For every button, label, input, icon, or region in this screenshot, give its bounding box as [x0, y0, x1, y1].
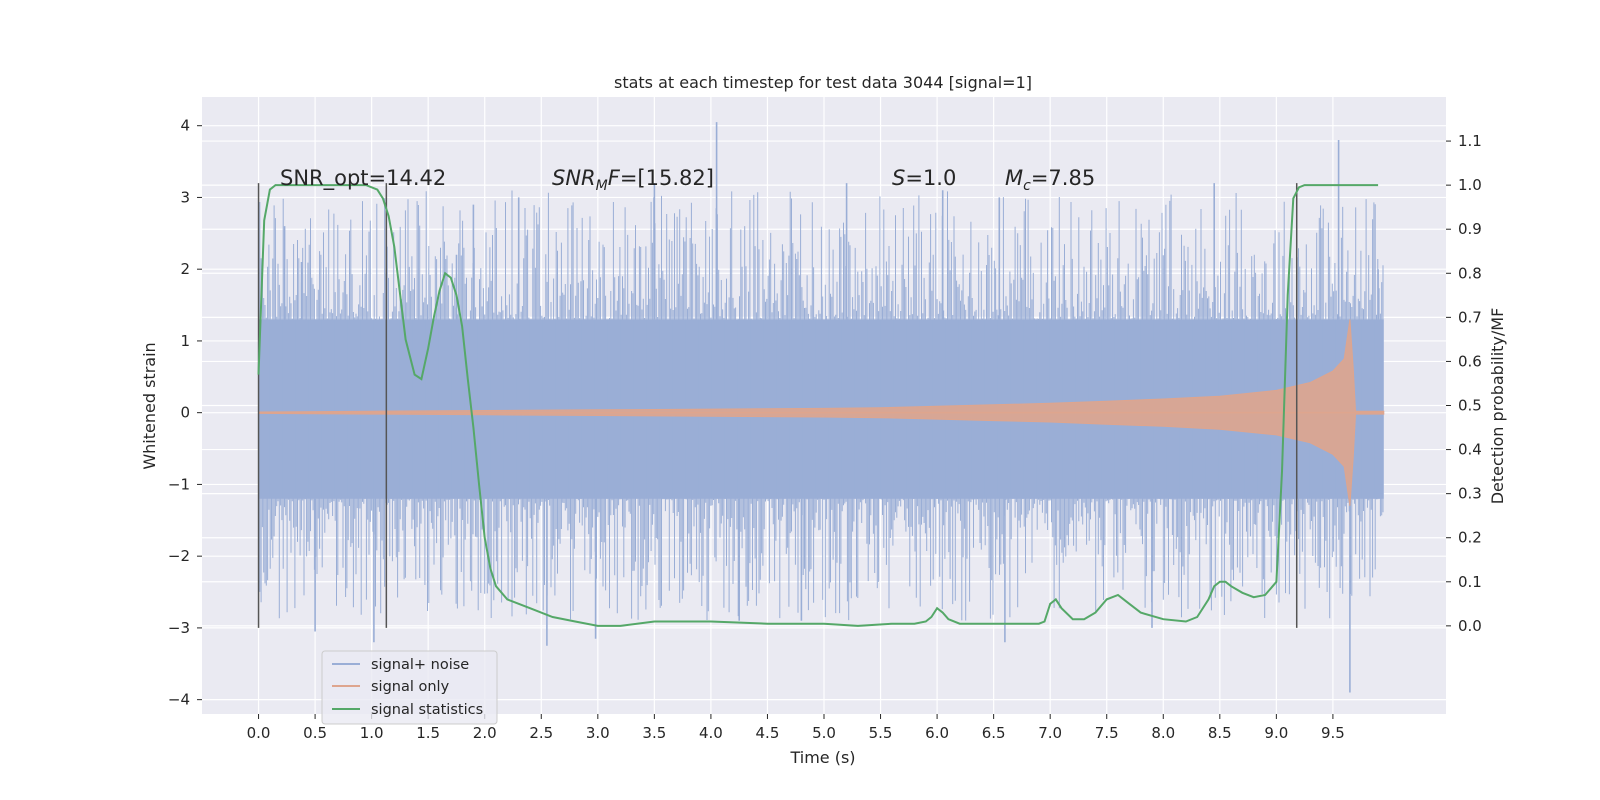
legend-label-noise: signal+ noise — [371, 657, 469, 673]
y2-tick-label: 0.1 — [1458, 573, 1482, 591]
legend-label-statistics: signal statistics — [371, 702, 483, 718]
x-tick-label: 3.5 — [642, 724, 666, 742]
snr-opt-annotation: SNR_opt=14.42 — [280, 166, 446, 191]
y-axis-label: Whitened strain — [140, 342, 159, 469]
x-tick-label: 0.5 — [303, 724, 327, 742]
statistics-line — [257, 184, 1379, 627]
x-tick-label: 4.0 — [699, 724, 723, 742]
x-axis-label: Time (s) — [789, 748, 855, 767]
y2-tick-label: 0.2 — [1458, 529, 1482, 547]
legend: signal+ noise signal only signal statist… — [321, 650, 498, 725]
y-tick-label: 2 — [180, 260, 190, 278]
y2-tick-label: 1.1 — [1458, 132, 1482, 150]
y2-tick-label: 0.8 — [1458, 264, 1482, 282]
y-tick-label: 1 — [180, 332, 190, 350]
statistics-series — [257, 184, 1379, 627]
y-tick-label: −1 — [168, 475, 190, 493]
x-axis-ticks: 0.0 0.5 1.0 1.5 2.0 2.5 3.0 3.5 4.0 4.5 5.0 5.5 6.0 6… — [247, 714, 1345, 742]
signal-series — [258, 319, 1385, 506]
s-annotation: S=1.0 — [892, 166, 956, 190]
y2-tick-label: 1.0 — [1458, 176, 1482, 194]
x-tick-label: 4.5 — [756, 724, 780, 742]
y2-tick-label: 0.6 — [1458, 352, 1482, 370]
x-tick-label: 7.5 — [1095, 724, 1119, 742]
x-tick-label: 9.0 — [1264, 724, 1288, 742]
snr-mf-annotation: SNRMF=[15.82] — [552, 166, 714, 194]
annotations: SNR_opt=14.42 SNRMF=[15.82] S=1.0 Mc=7.8… — [280, 166, 1095, 194]
x-tick-label: 9.5 — [1321, 724, 1345, 742]
y-axis-ticks: 4 3 2 1 0 −1 −2 −3 −4 — [168, 117, 202, 709]
x-tick-label: 1.5 — [416, 724, 440, 742]
y2-tick-label: 0.7 — [1458, 308, 1482, 326]
x-tick-label: 7.0 — [1038, 724, 1062, 742]
mc-annotation: Mc=7.85 — [1005, 166, 1095, 194]
x-tick-label: 8.5 — [1208, 724, 1232, 742]
x-tick-label: 5.0 — [812, 724, 836, 742]
y2-tick-label: 0.9 — [1458, 220, 1482, 238]
y2-tick-label: 0.3 — [1458, 485, 1482, 503]
y2-tick-label: 0.0 — [1458, 617, 1482, 635]
x-tick-label: 6.5 — [982, 724, 1006, 742]
x-tick-label: 6.0 — [925, 724, 949, 742]
y-tick-label: 0 — [180, 404, 190, 422]
x-tick-label: 8.0 — [1151, 724, 1175, 742]
y-tick-label: −2 — [168, 547, 190, 565]
legend-box — [321, 650, 498, 725]
x-tick-label: 0.0 — [247, 724, 271, 742]
x-tick-label: 1.0 — [360, 724, 384, 742]
legend-label-signal: signal only — [371, 679, 450, 695]
y-tick-label: −4 — [168, 691, 190, 709]
y2-tick-label: 0.5 — [1458, 397, 1482, 415]
y2-tick-label: 0.4 — [1458, 441, 1482, 459]
y-tick-label: 4 — [180, 117, 190, 135]
chart-title: stats at each timestep for test data 304… — [614, 73, 1032, 92]
x-tick-label: 5.5 — [869, 724, 893, 742]
x-tick-label: 3.0 — [586, 724, 610, 742]
y-tick-label: −3 — [168, 619, 190, 637]
y2-axis-label: Detection probability/MF — [1488, 308, 1507, 505]
x-tick-label: 2.0 — [473, 724, 497, 742]
marker-lines — [257, 183, 1298, 628]
y-tick-label: 3 — [180, 188, 190, 206]
x-tick-label: 2.5 — [529, 724, 553, 742]
y2-axis-ticks: 1.1 1.0 0.9 0.8 0.7 0.6 0.5 0.4 0.3 0.2 0.1 0.0 — [1446, 132, 1482, 635]
